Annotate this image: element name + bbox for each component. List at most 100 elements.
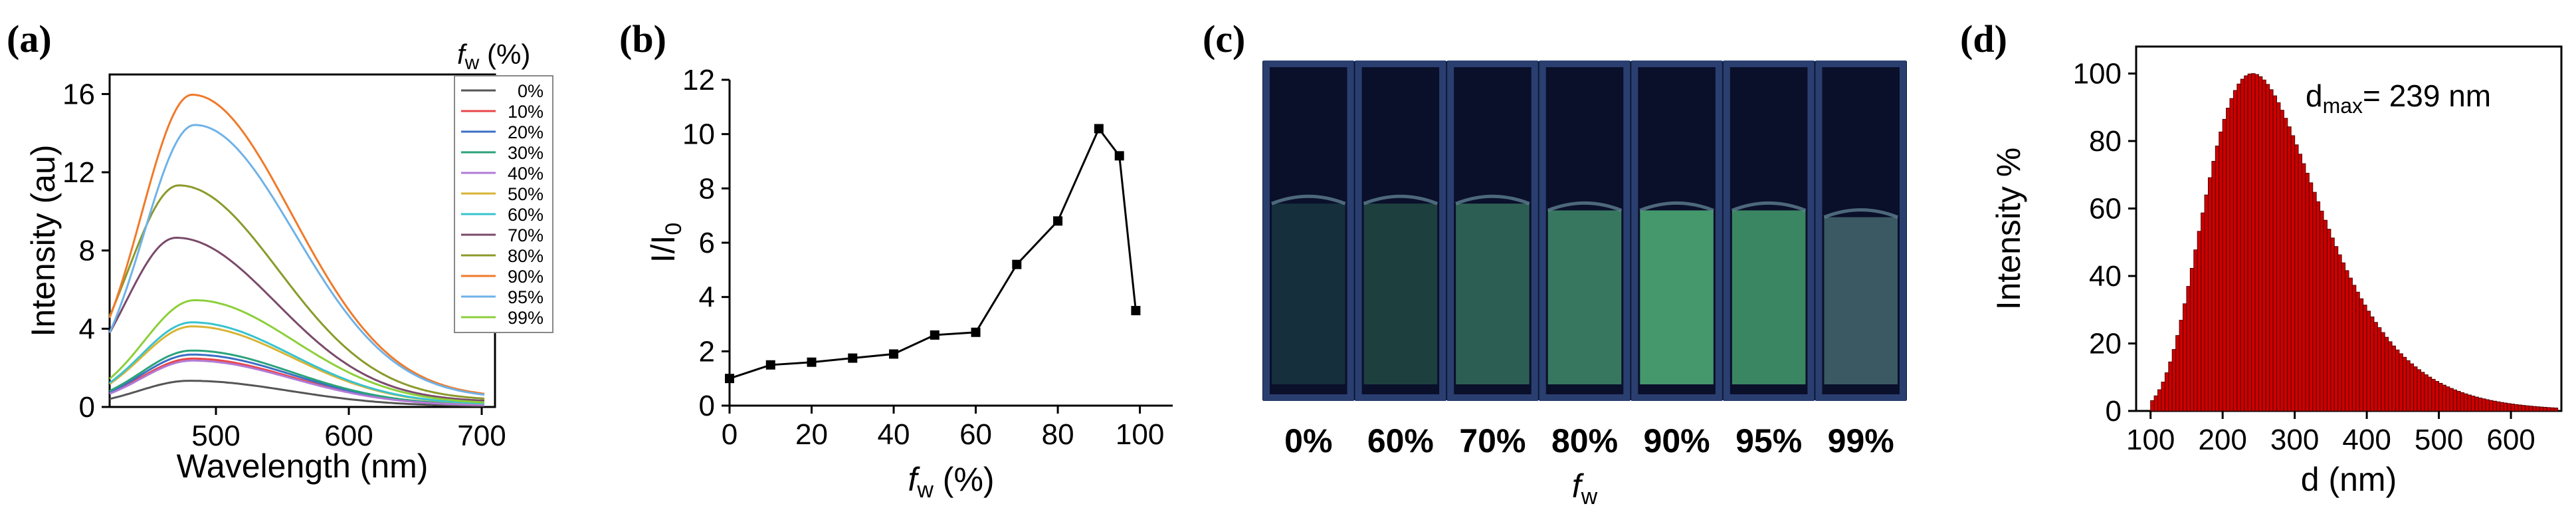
size-bar xyxy=(2351,285,2357,412)
size-bar xyxy=(2492,400,2497,412)
size-bar xyxy=(2377,327,2382,412)
size-bar xyxy=(2543,407,2547,412)
size-bar xyxy=(2179,320,2184,412)
ratio-point xyxy=(1012,259,1022,269)
y-tick-label-b: 10 xyxy=(682,118,715,151)
vial-liquid xyxy=(1456,203,1530,384)
size-bar xyxy=(2434,381,2440,412)
size-bar xyxy=(2452,389,2458,412)
size-bar xyxy=(2525,405,2529,412)
vial-label-70pct: 70% xyxy=(1459,422,1526,459)
size-bar xyxy=(2244,75,2248,412)
y-tick-label-a: 12 xyxy=(62,156,95,189)
ratio-line xyxy=(729,126,1137,380)
legend-entry-0pct: 0% xyxy=(518,81,544,101)
vial-liquid xyxy=(1547,210,1622,384)
size-bar xyxy=(2226,108,2230,412)
size-bar xyxy=(2201,212,2205,412)
size-bar xyxy=(2186,286,2191,412)
size-bar xyxy=(2254,74,2259,412)
panel-d-chart: 100 200 300 400 500 600 0 20 40 60 80 100 d (nm) Inte… xyxy=(1990,45,2563,498)
size-bar xyxy=(2337,254,2342,412)
ratio-point xyxy=(848,353,858,363)
y-tick-label-d: 60 xyxy=(2089,193,2122,225)
size-bar xyxy=(2301,163,2306,412)
x-axis-label-d: d (nm) xyxy=(2301,461,2397,498)
vial-meniscus xyxy=(1823,208,1898,219)
size-bar xyxy=(2474,396,2479,412)
size-bar xyxy=(2219,131,2223,412)
size-bar xyxy=(2232,90,2238,412)
y-tick-label-a: 16 xyxy=(62,78,95,110)
y-tick-label-a: 4 xyxy=(79,313,95,345)
size-bar xyxy=(2442,384,2446,412)
size-bar xyxy=(2417,369,2421,412)
size-bar xyxy=(2298,154,2302,412)
panel-b-chart: 0 20 40 60 80 100 0 2 4 6 8 10 12 fw (%) I/I0 xyxy=(644,64,1173,503)
vial-liquid xyxy=(1272,203,1345,384)
y-tick-label-b: 0 xyxy=(699,390,715,422)
x-tick-label-b: 60 xyxy=(959,418,992,451)
legend-entry-95pct: 95% xyxy=(508,287,544,307)
vial-meniscus xyxy=(1363,194,1438,205)
y-tick-label-d: 100 xyxy=(2073,58,2122,90)
vial-liquid xyxy=(1732,210,1806,384)
spectrum-line-80pct xyxy=(108,184,485,400)
size-bar xyxy=(2305,172,2310,412)
size-bar xyxy=(2236,83,2241,412)
legend-title: fw (%) xyxy=(457,39,530,74)
size-bar xyxy=(2345,270,2349,412)
y-tick-label-d: 80 xyxy=(2089,125,2122,158)
size-bar xyxy=(2503,402,2508,412)
ratio-point xyxy=(765,360,775,370)
x-tick-label-b: 100 xyxy=(1116,418,1164,451)
size-bar xyxy=(2247,73,2252,412)
size-bar xyxy=(2409,363,2415,412)
legend-entry-70pct: 70% xyxy=(508,225,544,245)
vial-label-80pct: 80% xyxy=(1551,422,1618,459)
legend-entry-40pct: 40% xyxy=(508,164,544,184)
vial-label-60pct: 60% xyxy=(1367,422,1434,459)
size-bar xyxy=(2157,389,2162,412)
size-bar xyxy=(2427,376,2432,412)
size-bar xyxy=(2514,404,2519,412)
legend-entry-80pct: 80% xyxy=(508,246,544,266)
y-tick-label-b: 6 xyxy=(699,227,715,259)
x-tick-label-d: 200 xyxy=(2198,424,2246,456)
size-bar xyxy=(2326,229,2331,412)
size-bar xyxy=(2164,372,2169,412)
size-bar xyxy=(2467,394,2472,412)
spectrum-line-40pct xyxy=(109,359,485,406)
size-bar xyxy=(2464,393,2468,412)
legend-box xyxy=(454,75,553,333)
size-bar xyxy=(2280,110,2284,412)
ratio-point xyxy=(1114,151,1124,161)
panel-label-a: (a) xyxy=(7,17,52,61)
size-bar xyxy=(2341,262,2346,412)
legend-entry-10pct: 10% xyxy=(508,102,544,122)
size-bar xyxy=(2553,408,2559,412)
size-bar xyxy=(2316,201,2321,412)
size-bar xyxy=(2359,298,2364,412)
size-bar xyxy=(2496,401,2501,412)
size-bar xyxy=(2272,95,2278,412)
size-bar xyxy=(2395,349,2400,412)
photo-axis-label: fw xyxy=(1572,467,1598,509)
size-bar xyxy=(2240,78,2245,412)
size-bar xyxy=(2265,84,2270,412)
spectrum-line-0pct xyxy=(109,380,485,407)
size-bar xyxy=(2363,305,2367,412)
y-tick-label-d: 0 xyxy=(2106,395,2122,428)
size-bar xyxy=(2373,322,2378,412)
size-bar xyxy=(2222,118,2227,412)
spectrum-line-90pct xyxy=(108,93,485,395)
size-bar xyxy=(2290,135,2296,412)
size-bar xyxy=(2287,126,2292,412)
x-tick-label-b: 40 xyxy=(878,418,910,451)
legend-entry-99pct: 99% xyxy=(508,308,544,328)
size-bar xyxy=(2258,76,2263,412)
size-bar xyxy=(2402,356,2407,412)
size-bar xyxy=(2550,407,2555,412)
y-axis-label-d: Intensity % xyxy=(1990,148,2027,311)
